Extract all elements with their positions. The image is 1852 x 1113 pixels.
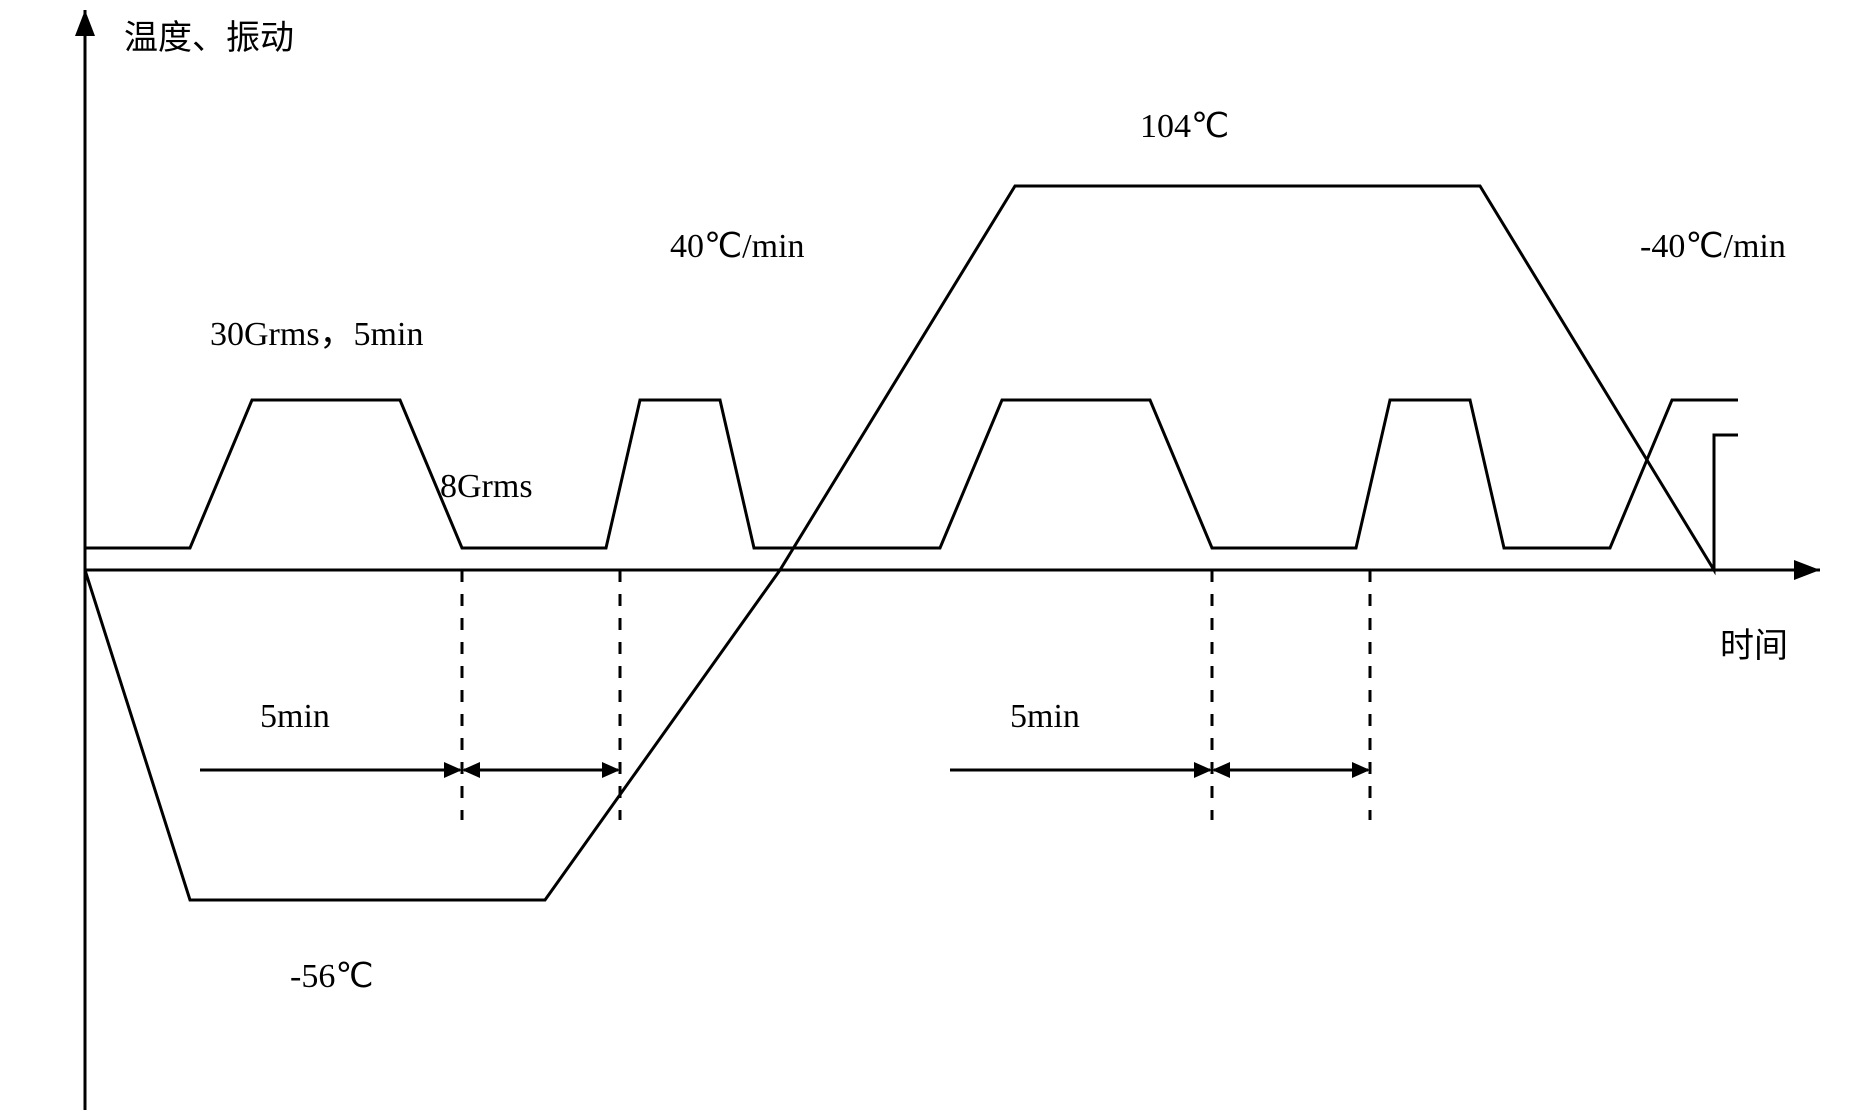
vibration-high-label: 30Grms，5min bbox=[210, 318, 423, 352]
low-temp-label: -56℃ bbox=[290, 960, 374, 994]
vibration-low-label: 8Grms bbox=[440, 470, 533, 504]
rate-up-label: 40℃/min bbox=[670, 230, 805, 264]
y-axis-label: 温度、振动 bbox=[124, 22, 294, 56]
diagram-canvas: 温度、振动 时间 104℃ -56℃ 40℃/min -40℃/min 30Gr… bbox=[0, 0, 1852, 1113]
rate-down-label: -40℃/min bbox=[1640, 230, 1786, 264]
dimension-label-2: 5min bbox=[1010, 700, 1080, 734]
dimension-label-1: 5min bbox=[260, 700, 330, 734]
diagram-svg bbox=[0, 0, 1852, 1113]
x-axis-label: 时间 bbox=[1720, 630, 1788, 664]
high-temp-label: 104℃ bbox=[1140, 110, 1229, 144]
